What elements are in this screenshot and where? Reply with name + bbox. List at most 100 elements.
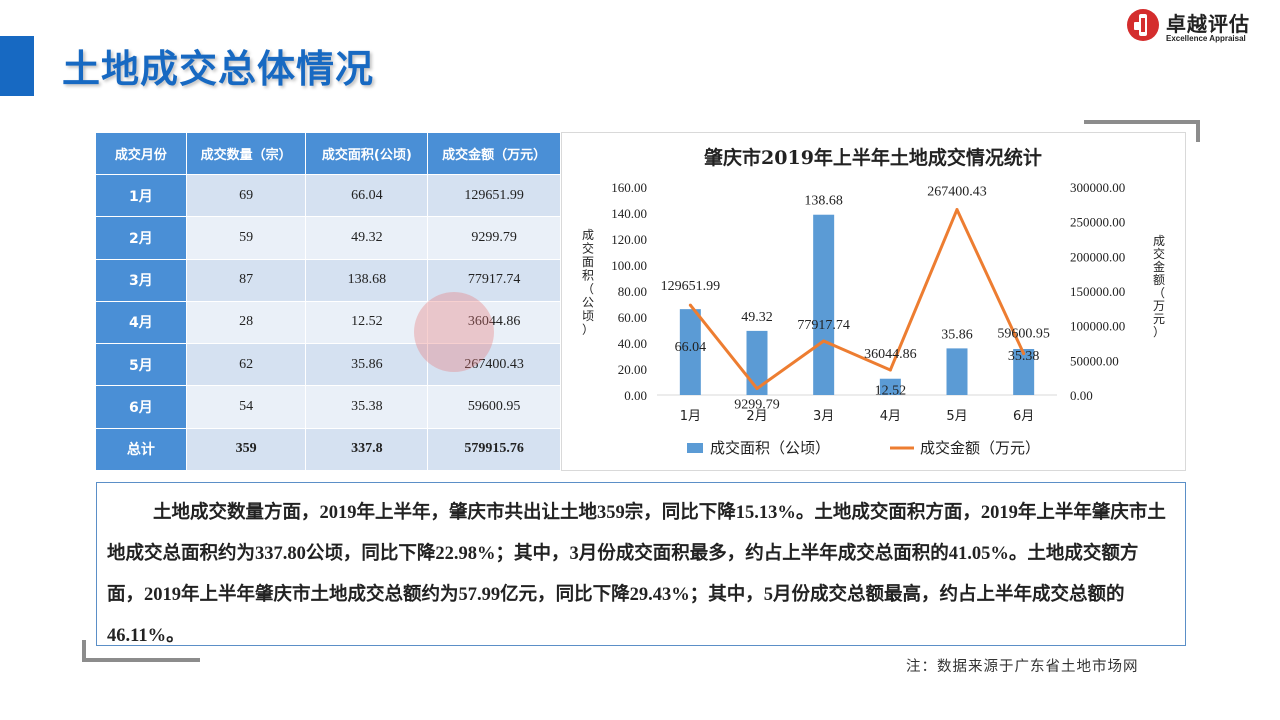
x-tick-label: 5月 [946,409,967,424]
left-axis-tick-label: 80.00 [618,284,647,299]
table-row: 3月 87 138.68 77917.74 [95,258,561,302]
bar-data-label: 138.68 [804,194,843,209]
right-axis-tick-label: 50000.00 [1070,353,1119,368]
line-point-2 [755,387,759,391]
x-tick-label: 6月 [1013,409,1034,424]
cell-amount: 36044.86 [427,300,561,345]
line-point-4 [888,368,892,372]
cell-amount: 77917.74 [427,258,561,302]
left-axis-tick-label: 160.00 [611,180,647,195]
right-axis-tick-label: 200000.00 [1070,249,1125,264]
summary-text: 土地成交数量方面，2019年上半年，肇庆市共出让土地359宗，同比下降15.13… [107,503,1166,646]
land-transaction-table: 成交月份 成交数量（宗） 成交面积(公顷) 成交金额（万元） 1月 69 66.… [95,132,561,472]
cell-month: 5月 [95,343,187,387]
line-point-1 [688,303,692,307]
table-row: 2月 59 49.32 9299.79 [95,216,561,260]
line-point-3 [822,339,826,343]
line-data-label: 267400.43 [927,185,987,200]
left-axis-tick-label: 0.00 [624,388,647,403]
cell-area: 66.04 [305,173,429,218]
bar-area-2 [746,330,768,395]
cell-area: 138.68 [305,258,429,302]
x-tick-label: 1月 [680,409,701,424]
watermark-logo-icon [414,292,494,372]
header-area: 成交面积(公顷) [305,132,429,175]
cell-count: 28 [185,300,307,345]
right-axis-tick-label: 100000.00 [1070,319,1125,334]
x-tick-label: 3月 [813,409,834,424]
cell-area: 49.32 [305,216,429,260]
left-axis-tick-label: 120.00 [611,232,647,247]
left-axis-title: 成交面积（公顷） [582,228,594,337]
cell-total-count: 359 [185,427,307,472]
table-row: 4月 28 12.52 36044.86 [95,300,561,345]
cell-count: 54 [185,385,307,429]
logo-name-en: Excellence Appraisal [1166,34,1246,43]
corner-decoration-bottom-left [82,640,200,662]
right-axis-tick-label: 250000.00 [1070,215,1125,230]
chart-panel: 肇庆市2019年上半年土地成交情况统计 0.00 20.00 40.00 60.00 80… [561,132,1186,471]
cell-month: 2月 [95,216,187,260]
line-data-label: 36044.86 [864,347,917,362]
cell-area: 35.86 [305,343,429,387]
line-point-5 [955,208,959,212]
line-data-label: 77917.74 [797,318,850,333]
logo-mark-icon [1127,9,1159,41]
cell-count: 69 [185,173,307,218]
left-axis-tick-label: 140.00 [611,206,647,221]
cell-count: 62 [185,343,307,387]
line-data-label: 59600.95 [997,327,1050,342]
logo-name-cn: 卓越评估 [1166,12,1250,36]
left-axis-tick-label: 40.00 [618,336,647,351]
line-data-label: 9299.79 [734,398,780,413]
cell-month: 6月 [95,385,187,429]
header-amount: 成交金额（万元） [427,132,561,175]
page-title: 土地成交总体情况 [62,47,375,91]
chart-title: 肇庆市2019年上半年土地成交情况统计 [704,146,1042,169]
cell-total-amount: 579915.76 [427,427,561,472]
bar-data-label: 12.52 [875,384,907,399]
line-point-6 [1022,352,1026,356]
cell-area: 12.52 [305,300,429,345]
right-axis-tick-label: 0.00 [1070,388,1093,403]
table-row: 6月 54 35.38 59600.95 [95,385,561,429]
cell-count: 59 [185,216,307,260]
legend-label-amount: 成交金额（万元） [920,439,1040,457]
table-total-row: 总计 359 337.8 579915.76 [95,427,561,472]
right-axis-tick-label: 300000.00 [1070,180,1125,195]
right-axis-tick-label: 150000.00 [1070,284,1125,299]
title-accent-bar [0,36,34,96]
legend-swatch-area [687,443,703,453]
bar-data-label: 35.86 [941,327,973,342]
cell-amount: 59600.95 [427,385,561,429]
x-tick-label: 4月 [880,409,901,424]
table-header-row: 成交月份 成交数量（宗） 成交面积(公顷) 成交金额（万元） [95,132,561,175]
bar-area-4 [879,378,901,395]
summary-box: 土地成交数量方面，2019年上半年，肇庆市共出让土地359宗，同比下降15.13… [96,482,1186,646]
bar-data-label: 35.38 [1008,349,1040,364]
bar-area-1 [679,309,701,395]
left-axis-tick-label: 100.00 [611,258,647,273]
cell-amount: 129651.99 [427,173,561,218]
header-month: 成交月份 [95,132,187,175]
cell-amount: 9299.79 [427,216,561,260]
bar-area-5 [946,348,968,395]
bar-data-label: 49.32 [741,310,773,325]
table-row: 1月 69 66.04 129651.99 [95,173,561,218]
cell-month: 4月 [95,300,187,345]
cell-amount: 267400.43 [427,343,561,387]
cell-total-label: 总计 [95,427,187,472]
bar-data-label: 66.04 [675,340,707,355]
bar-area-3 [813,214,835,395]
x-tick-label: 2月 [746,409,767,424]
line-data-label: 129651.99 [661,279,721,294]
cell-month: 3月 [95,258,187,302]
combo-chart: 肇庆市2019年上半年土地成交情况统计 0.00 20.00 40.00 60.00 80… [582,146,1165,457]
header-count: 成交数量（宗） [185,132,307,175]
cell-total-area: 337.8 [305,427,429,472]
legend-label-area: 成交面积（公顷） [710,439,830,457]
table-row: 5月 62 35.86 267400.43 [95,343,561,387]
left-axis-tick-label: 60.00 [618,310,647,325]
company-logo: 卓越评估 Excellence Appraisal [1126,6,1276,46]
cell-count: 87 [185,258,307,302]
